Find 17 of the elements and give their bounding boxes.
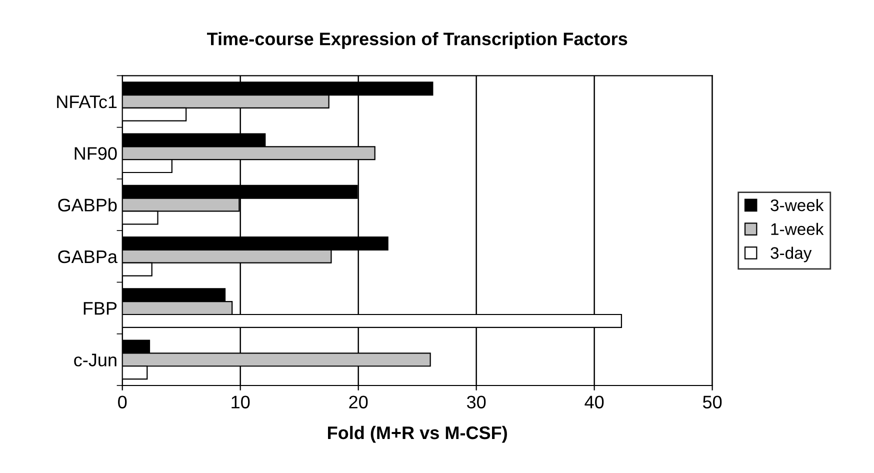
x-tick-label: 10 xyxy=(232,396,250,408)
legend-label: 3-week xyxy=(770,198,824,212)
y-tick-label: NFATc1 xyxy=(57,96,117,108)
legend-label: 3-day xyxy=(770,246,812,262)
y-tick-label: NF90 xyxy=(74,147,117,160)
x-axis-title: Fold (M+R vs M-CSF) xyxy=(328,426,507,443)
x-tick-label: 30 xyxy=(466,396,486,408)
x-tick-label: 20 xyxy=(349,396,368,408)
y-tick-label: GABPa xyxy=(58,250,118,264)
legend-label: 1-week xyxy=(771,222,824,236)
x-tick-label: 50 xyxy=(702,396,722,408)
x-tick-label: 0 xyxy=(118,396,127,408)
y-tick-label: c-Jun xyxy=(74,354,116,366)
y-tick-label: GABPb xyxy=(58,198,117,212)
y-tick-label: FBP xyxy=(84,302,117,315)
x-tick-label: 40 xyxy=(584,396,604,408)
chart-title: Time-course Expression of Transcription Factors xyxy=(207,32,628,49)
